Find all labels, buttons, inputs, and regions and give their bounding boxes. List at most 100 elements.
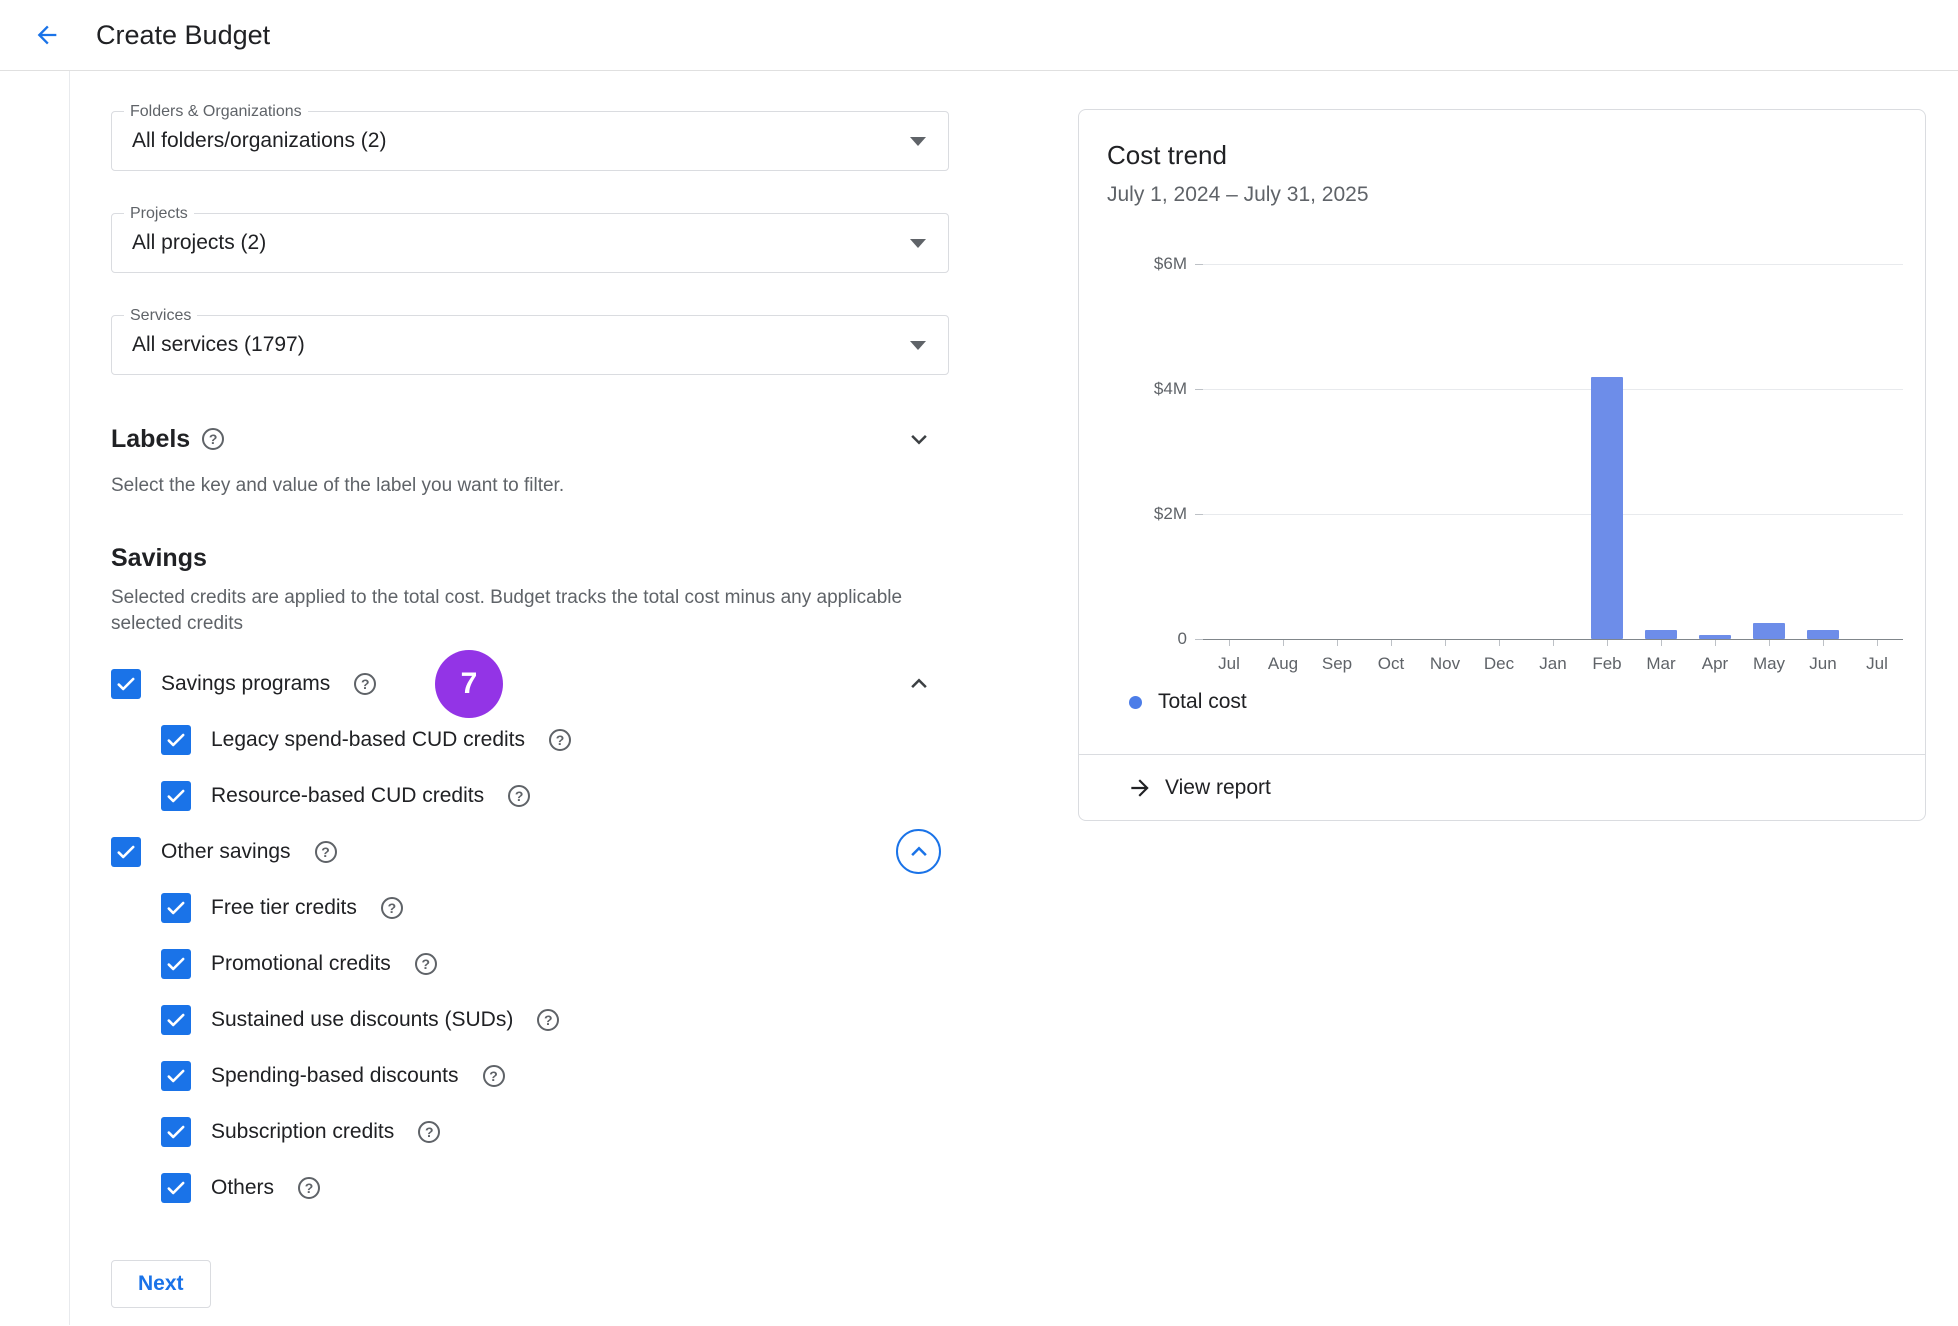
x-tick-label: Jun (1809, 654, 1837, 673)
check-icon (167, 1125, 185, 1139)
dropdown-arrow-icon (910, 239, 926, 248)
x-axis-tick (1445, 640, 1446, 646)
cost-trend-card: Cost trend July 1, 2024 – July 31, 2025 … (1078, 109, 1926, 821)
bar (1645, 629, 1677, 639)
x-tick-label: Jul (1866, 654, 1888, 673)
checkbox-checked[interactable] (161, 780, 191, 811)
view-report-button[interactable]: View report (1079, 754, 1925, 820)
x-tick-label: Feb (1592, 654, 1622, 673)
x-tick-label: Sep (1321, 654, 1353, 673)
help-icon[interactable]: ? (414, 952, 437, 975)
back-arrow-icon (37, 25, 57, 45)
y-tick-label: $6M (1153, 254, 1187, 273)
y-tick-label: 0 (1177, 629, 1187, 648)
savings-groups: Savings programs? 7 Legacy spend-based CUD… (111, 649, 1958, 1210)
labels-expand-button[interactable] (897, 417, 941, 461)
field-label: Projects (124, 205, 194, 223)
chart-legend: Total cost (1107, 690, 1897, 714)
field-value: All projects (2) (132, 231, 267, 254)
services-select[interactable]: Services All services (1797) (111, 307, 949, 375)
savings-item-label: Sustained use discounts (SUDs) (211, 1007, 514, 1031)
checkbox-checked[interactable] (161, 1172, 191, 1203)
savings-item-row: Subscription credits? (161, 1110, 941, 1154)
check-icon (117, 677, 135, 691)
check-icon (167, 1181, 185, 1195)
savings-group-label: Savings programs (161, 671, 331, 695)
collapse-group-button[interactable] (897, 662, 941, 706)
checkbox-checked[interactable] (111, 668, 141, 699)
checkbox-checked[interactable] (111, 836, 141, 867)
labels-description: Select the key and value of the label yo… (111, 475, 565, 496)
x-tick-label: May (1752, 654, 1786, 673)
checkbox-checked[interactable] (161, 892, 191, 923)
y-axis-tick (1195, 264, 1203, 265)
x-tick-label: Jan (1539, 654, 1567, 673)
x-axis-tick (1607, 640, 1608, 646)
help-icon[interactable]: ? (354, 672, 377, 695)
y-tick-label: $4M (1153, 379, 1187, 398)
bar (1753, 623, 1785, 639)
savings-item-row: Others? (161, 1166, 941, 1210)
help-icon[interactable]: ? (508, 784, 531, 807)
checkbox-checked[interactable] (161, 724, 191, 755)
collapse-group-button-focused[interactable] (896, 829, 941, 875)
folders-organizations-select[interactable]: Folders & Organizations All folders/orga… (111, 103, 949, 171)
x-axis-tick (1391, 640, 1392, 646)
help-icon[interactable]: ? (380, 896, 403, 919)
savings-item-row: Promotional credits? (161, 942, 941, 986)
help-icon[interactable]: ? (418, 1120, 441, 1143)
y-axis-tick (1195, 389, 1203, 390)
cost-trend-card-body: Cost trend July 1, 2024 – July 31, 2025 … (1079, 110, 1925, 714)
x-axis-tick (1229, 640, 1230, 646)
x-axis-tick (1661, 640, 1662, 646)
x-tick-label: Jul (1218, 654, 1240, 673)
x-tick-label: Aug (1267, 654, 1299, 673)
back-button[interactable] (30, 18, 64, 52)
savings-item-row: Free tier credits? (161, 886, 941, 930)
savings-item-row: Resource-based CUD credits? (161, 774, 941, 818)
bar (1591, 376, 1623, 639)
savings-item-row: Sustained use discounts (SUDs)? (161, 998, 941, 1042)
field-value: All services (1797) (132, 333, 305, 356)
x-axis-line (1203, 639, 1903, 640)
field-value: All folders/organizations (2) (132, 129, 387, 152)
check-icon (167, 901, 185, 915)
x-axis-tick (1337, 640, 1338, 646)
gridline (1203, 264, 1903, 265)
x-axis-tick (1283, 640, 1284, 646)
next-button[interactable]: Next (111, 1259, 211, 1308)
gridline (1203, 389, 1903, 390)
check-icon (167, 957, 185, 971)
help-icon[interactable]: ? (314, 840, 337, 863)
gridline (1203, 514, 1903, 515)
field-label: Folders & Organizations (124, 103, 308, 121)
projects-select[interactable]: Projects All projects (2) (111, 205, 949, 273)
help-icon[interactable]: ? (298, 1176, 321, 1199)
help-icon[interactable]: ? (549, 728, 571, 751)
savings-item-label: Promotional credits (211, 951, 391, 975)
labels-section-header: Labels ? (111, 417, 941, 461)
check-icon (167, 733, 185, 747)
savings-item-row: Legacy spend-based CUD credits? (161, 718, 941, 762)
savings-group-row: Savings programs? 7 (111, 649, 941, 718)
bar (1699, 634, 1731, 639)
help-icon[interactable]: ? (537, 1008, 560, 1031)
field-label: Services (124, 307, 198, 325)
cost-trend-chart: $6M $4M $2M 0 Jul Aug Sep Oct Nov Dec Jan Feb Mar Ap… (1107, 254, 1903, 674)
y-axis-tick (1195, 639, 1203, 640)
checkbox-checked[interactable] (161, 948, 191, 979)
help-icon[interactable]: ? (202, 428, 225, 450)
chart-ylabels: $6M $4M $2M 0 (1107, 254, 1187, 648)
savings-item-label: Others (211, 1175, 275, 1199)
savings-item-label: Legacy spend-based CUD credits (211, 727, 525, 751)
x-axis-tick (1769, 640, 1770, 646)
checkbox-checked[interactable] (161, 1116, 191, 1147)
y-axis-tick (1195, 514, 1203, 515)
budget-scope-form: Folders & Organizations All folders/orga… (111, 103, 1958, 1308)
checkbox-checked[interactable] (161, 1060, 191, 1091)
page-title: Create Budget (96, 19, 271, 50)
help-icon[interactable]: ? (482, 1064, 505, 1087)
dropdown-arrow-icon (910, 137, 926, 146)
legend-dot-icon (1129, 695, 1142, 709)
checkbox-checked[interactable] (161, 1004, 191, 1035)
